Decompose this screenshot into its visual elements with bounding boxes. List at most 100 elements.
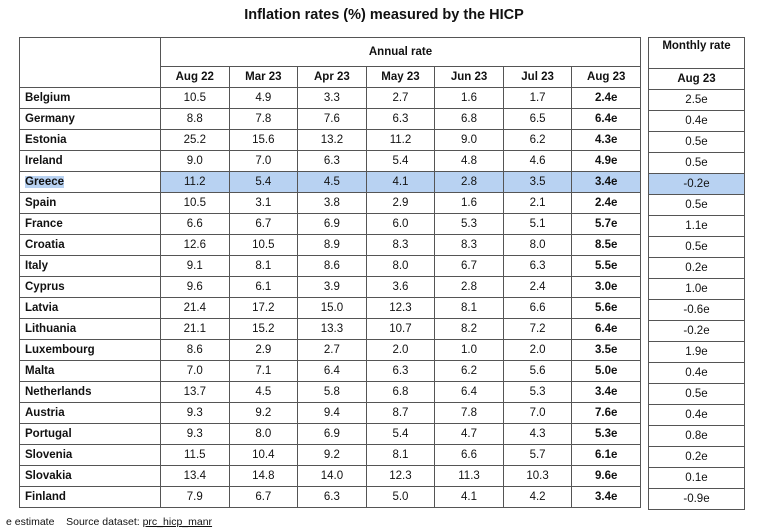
monthly-rate-table: Monthly rate Aug 23 2.5e 0.4e 0.5e 0.5e -0.2… <box>648 37 745 510</box>
rate-cell: 11.3 <box>434 465 504 487</box>
monthly-rate-cell: 0.5e <box>648 152 745 174</box>
rate-cell: 4.7 <box>434 423 504 445</box>
estimate-note: e estimate <box>6 516 55 528</box>
country-name: Estonia <box>19 129 161 151</box>
rate-cell: 2.7 <box>297 339 367 361</box>
rate-cell: 12.6 <box>160 234 230 256</box>
table-row: Malta 7.0 7.1 6.4 6.3 6.2 5.6 5.0e <box>19 360 641 382</box>
rate-cell: 13.4 <box>160 465 230 487</box>
rate-cell: 10.3 <box>502 465 573 487</box>
rate-cell: 3.4e <box>571 486 641 508</box>
rate-cell: 3.8 <box>297 192 367 214</box>
rate-cell: 25.2 <box>160 129 230 151</box>
rate-cell: 15.2 <box>228 318 299 340</box>
rate-cell: 9.0 <box>160 150 230 172</box>
rate-cell: 6.6 <box>434 444 504 466</box>
rate-cell: 7.2 <box>502 318 573 340</box>
rate-cell: 7.0 <box>160 360 230 382</box>
table-row: Austria 9.3 9.2 9.4 8.7 7.8 7.0 7.6e <box>19 402 641 424</box>
table-row: 1.0e <box>648 278 745 300</box>
country-name: Slovenia <box>19 444 161 466</box>
table-row: Estonia 25.2 15.6 13.2 11.2 9.0 6.2 4.3e <box>19 129 641 151</box>
monthly-rate-cell: 0.4e <box>648 404 745 426</box>
rate-cell: 4.3e <box>571 129 641 151</box>
rate-cell: 6.3 <box>297 150 367 172</box>
rate-cell: 6.4 <box>434 381 504 403</box>
rate-cell: 2.4e <box>571 87 641 109</box>
table-row: 1.1e <box>648 215 745 237</box>
rate-cell: 5.7e <box>571 213 641 235</box>
rate-cell: 7.9 <box>160 486 230 508</box>
table-row: 0.4e <box>648 404 745 426</box>
rate-cell: 5.3e <box>571 423 641 445</box>
rate-cell: 2.8 <box>434 171 504 193</box>
rate-cell: 2.8 <box>434 276 504 298</box>
rate-cell: 8.7 <box>365 402 436 424</box>
country-name: Netherlands <box>19 381 161 403</box>
table-row: 0.5e <box>648 383 745 405</box>
table-row: 0.4e <box>648 110 745 132</box>
rate-cell: 4.3 <box>502 423 573 445</box>
table-row: France 6.6 6.7 6.9 6.0 5.3 5.1 5.7e <box>19 213 641 235</box>
table-row: 0.5e <box>648 194 745 216</box>
rate-cell: 2.0 <box>365 339 436 361</box>
rate-cell: 6.1e <box>571 444 641 466</box>
country-name: Spain <box>19 192 161 214</box>
rate-cell: 6.3 <box>297 486 367 508</box>
rate-cell: 6.8 <box>365 381 436 403</box>
rate-cell: 21.4 <box>160 297 230 319</box>
rate-cell: 7.1 <box>228 360 299 382</box>
rate-cell: 5.0e <box>571 360 641 382</box>
rate-cell: 11.2 <box>365 129 436 151</box>
rate-cell: 9.2 <box>297 444 367 466</box>
column-header: Aug 22 <box>160 66 230 88</box>
monthly-rate-cell: 1.0e <box>648 278 745 300</box>
monthly-rate-cell: -0.9e <box>648 488 745 510</box>
country-name: Austria <box>19 402 161 424</box>
table-row: Germany 8.8 7.8 7.6 6.3 6.8 6.5 6.4e <box>19 108 641 130</box>
rate-cell: 7.0 <box>228 150 299 172</box>
column-header: Jun 23 <box>434 66 504 88</box>
rate-cell: 6.2 <box>502 129 573 151</box>
rate-cell: 6.9 <box>297 213 367 235</box>
table-row: Belgium 10.5 4.9 3.3 2.7 1.6 1.7 2.4e <box>19 87 641 109</box>
monthly-rate-cell: 0.1e <box>648 467 745 489</box>
table-row: Croatia 12.6 10.5 8.9 8.3 8.3 8.0 8.5e <box>19 234 641 256</box>
rate-cell: 8.1 <box>434 297 504 319</box>
country-name: Croatia <box>19 234 161 256</box>
source-dataset-link[interactable]: prc_hicp_manr <box>142 516 213 528</box>
source-label: Source dataset: <box>66 516 140 528</box>
rate-cell: 10.5 <box>228 234 299 256</box>
rate-cell: 6.7 <box>434 255 504 277</box>
annual-rate-table: Annual rate Aug 22 Mar 23 Apr 23 May 23 Jun … <box>19 37 641 508</box>
rate-cell: 6.3 <box>365 360 436 382</box>
rate-cell: 5.3 <box>434 213 504 235</box>
rate-cell: 3.3 <box>297 87 367 109</box>
rate-cell: 5.4 <box>228 171 299 193</box>
table-row: -0.2e <box>648 173 745 195</box>
rate-cell: 9.3 <box>160 423 230 445</box>
country-name: Italy <box>19 255 161 277</box>
rate-cell: 4.2 <box>502 486 573 508</box>
rate-cell: 6.6 <box>160 213 230 235</box>
monthly-rate-cell: 0.5e <box>648 383 745 405</box>
rate-cell: 5.6 <box>502 360 573 382</box>
monthly-rate-cell: 0.2e <box>648 257 745 279</box>
table-row: Luxembourg 8.6 2.9 2.7 2.0 1.0 2.0 3.5e <box>19 339 641 361</box>
monthly-rate-cell: -0.6e <box>648 299 745 321</box>
table-row: 0.5e <box>648 236 745 258</box>
rate-cell: 6.8 <box>434 108 504 130</box>
table-row: -0.9e <box>648 488 745 510</box>
rate-cell: 6.7 <box>228 213 299 235</box>
rate-cell: 1.6 <box>434 192 504 214</box>
rate-cell: 4.1 <box>365 171 436 193</box>
rate-cell: 9.4 <box>297 402 367 424</box>
rate-cell: 3.9 <box>297 276 367 298</box>
rate-cell: 6.3 <box>502 255 573 277</box>
country-name: Malta <box>19 360 161 382</box>
rate-cell: 8.3 <box>434 234 504 256</box>
country-name: Greece <box>19 171 161 193</box>
rate-cell: 6.4e <box>571 318 641 340</box>
monthly-rate-cell: 0.5e <box>648 131 745 153</box>
rate-cell: 7.8 <box>228 108 299 130</box>
